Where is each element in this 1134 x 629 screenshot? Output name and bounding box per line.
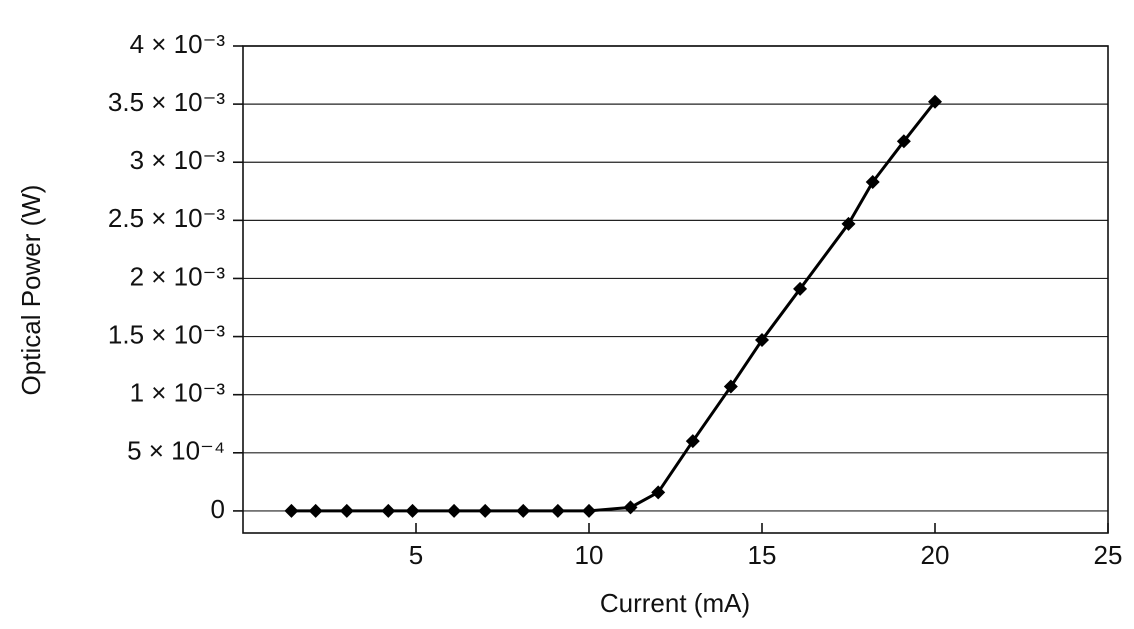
data-point (582, 503, 596, 518)
x-axis-title: Current (mA) (600, 588, 750, 618)
y-axis-title: Optical Power (W) (16, 185, 46, 396)
data-point (308, 503, 323, 518)
x-tick-label: 25 (1094, 540, 1123, 570)
y-tick-label: 2.5 × 10⁻³ (108, 203, 225, 233)
data-line (291, 100, 937, 513)
y-tick-label: 1.5 × 10⁻³ (108, 319, 225, 349)
data-point (516, 503, 531, 518)
data-point (793, 281, 808, 296)
data-point (623, 500, 638, 515)
y-tick-label: 5 × 10⁻⁴ (127, 436, 225, 466)
data-point (841, 216, 856, 231)
x-tick-label: 20 (921, 540, 950, 570)
data-point (284, 503, 299, 518)
data-point (381, 503, 396, 518)
data-point (685, 434, 700, 449)
data-point (447, 503, 462, 518)
data-point (928, 94, 942, 109)
data-point (865, 174, 880, 189)
plot-frame (242, 45, 1109, 534)
x-tick-label: 15 (748, 540, 777, 570)
data-point (550, 503, 565, 518)
data-point (651, 485, 666, 500)
y-tick-label: 4 × 10⁻³ (130, 29, 226, 59)
data-point (478, 503, 493, 518)
y-tick-label: 1 × 10⁻³ (130, 378, 226, 408)
data-point (723, 379, 738, 394)
y-tick-label: 0 (211, 494, 225, 524)
data-point (405, 503, 420, 518)
data-point (896, 134, 911, 149)
y-tick-label: 3.5 × 10⁻³ (108, 87, 225, 117)
data-point (339, 503, 354, 518)
data-point (755, 333, 769, 348)
x-tick-label: 10 (575, 540, 604, 570)
y-tick-label: 2 × 10⁻³ (130, 261, 226, 291)
y-tick-label: 3 × 10⁻³ (130, 145, 226, 175)
x-tick-label: 5 (409, 540, 423, 570)
